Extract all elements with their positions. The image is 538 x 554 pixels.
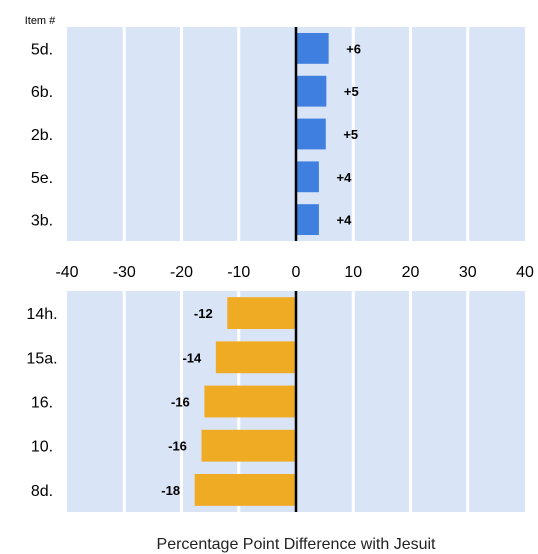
chart-panel-bottom: 14h. -12 15a. -14 16. -16 10. -16 8d. -18 bbox=[26, 291, 525, 512]
bottom-data-label: -16 bbox=[171, 395, 190, 410]
x-axis-title: Percentage Point Difference with Jesuit bbox=[157, 536, 437, 553]
top-data-label: +6 bbox=[346, 41, 361, 56]
top-category-label: 6b. bbox=[31, 84, 53, 101]
bottom-data-label: -14 bbox=[182, 350, 202, 365]
x-tick-label: 30 bbox=[459, 264, 477, 281]
top-data-label: +4 bbox=[336, 170, 352, 185]
x-tick-label: -30 bbox=[113, 264, 136, 281]
bottom-data-label: -16 bbox=[168, 439, 187, 454]
bottom-category-label: 15a. bbox=[26, 350, 57, 367]
bottom-category-label: 10. bbox=[31, 439, 53, 456]
bottom-data-label: -18 bbox=[161, 483, 180, 498]
bottom-category-label: 8d. bbox=[31, 483, 53, 500]
bottom-bar bbox=[204, 385, 296, 418]
x-tick-label: 20 bbox=[402, 264, 420, 281]
x-tick-label: -10 bbox=[227, 264, 250, 281]
x-tick-label: -20 bbox=[170, 264, 193, 281]
bottom-bar bbox=[194, 473, 296, 506]
x-tick-label: 10 bbox=[344, 264, 362, 281]
top-category-label: 5d. bbox=[31, 41, 53, 58]
bottom-category-label: 14h. bbox=[26, 306, 57, 323]
bottom-bar bbox=[201, 429, 296, 462]
bottom-category-label: 16. bbox=[31, 395, 53, 412]
x-tick-label: 0 bbox=[292, 264, 301, 281]
top-category-label: 5e. bbox=[31, 170, 53, 187]
top-data-label: +5 bbox=[343, 127, 358, 142]
bottom-bar bbox=[215, 341, 296, 374]
top-bar bbox=[296, 32, 329, 64]
item-header: Item # bbox=[25, 15, 56, 27]
bottom-data-label: -12 bbox=[194, 306, 213, 321]
top-data-label: +4 bbox=[336, 213, 352, 228]
top-bar bbox=[296, 75, 327, 107]
x-tick-label: -40 bbox=[55, 264, 78, 281]
top-category-label: 3b. bbox=[31, 213, 53, 230]
x-tick-label: 40 bbox=[516, 264, 534, 281]
top-data-label: +5 bbox=[344, 84, 359, 99]
top-bar bbox=[296, 161, 319, 193]
x-axis: -40 -30 -20 -10 0 10 20 30 40 bbox=[55, 264, 534, 281]
top-category-label: 2b. bbox=[31, 127, 53, 144]
bottom-bar bbox=[227, 297, 296, 330]
top-bar bbox=[296, 204, 319, 236]
top-bar bbox=[296, 118, 326, 150]
chart-panel-top: 5d. +6 6b. +5 2b. +5 5e. +4 3b. +4 Item # bbox=[25, 15, 525, 241]
